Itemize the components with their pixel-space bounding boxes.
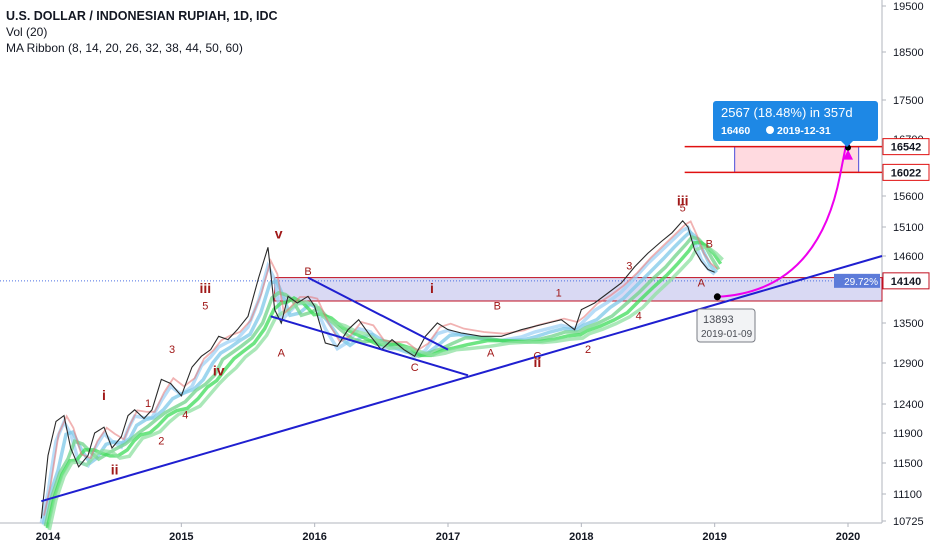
measure-tooltip-value: 16460 <box>721 125 750 137</box>
ma-ribbon-label: MA Ribbon (8, 14, 20, 26, 32, 38, 44, 50… <box>6 41 243 55</box>
elliott-wave-label: A <box>487 347 495 359</box>
elliott-wave-label: 4 <box>182 410 188 422</box>
ma-ribbon-line <box>47 245 724 531</box>
time-axis-label: 2018 <box>569 531 593 543</box>
band-percent-label: 29.72% <box>844 277 878 288</box>
elliott-wave-label: B <box>706 238 713 250</box>
time-axis-label: 2015 <box>169 531 193 543</box>
support-resistance-zone <box>274 277 883 302</box>
price-line <box>40 219 715 519</box>
price-axis-marker-label: 14140 <box>891 276 922 288</box>
volume-indicator-label: Vol (20) <box>6 25 48 39</box>
elliott-wave-label: ii <box>533 354 541 370</box>
ma-ribbon-line <box>41 229 718 525</box>
elliott-wave-label: 2 <box>585 344 591 356</box>
elliott-wave-label: 1 <box>556 287 562 299</box>
elliott-wave-label: 3 <box>626 261 632 273</box>
price-axis-label: 18500 <box>893 47 924 59</box>
ma-ribbon-line <box>45 240 723 529</box>
price-axis-label: 19500 <box>893 1 924 13</box>
elliott-wave-label: i <box>102 387 106 403</box>
elliott-wave-label: 1 <box>145 398 151 410</box>
elliott-wave-label: C <box>533 351 541 363</box>
price-axis-label: 11900 <box>893 428 923 440</box>
elliott-wave-label: i <box>430 280 434 296</box>
elliott-wave-label: 3 <box>169 344 175 356</box>
elliott-wave-label: 5 <box>202 301 208 313</box>
elliott-wave-label: ii <box>111 462 119 478</box>
price-axis-label: 11500 <box>893 458 923 470</box>
price-axis-label: 13500 <box>893 318 924 330</box>
start-tooltip-box <box>696 308 756 343</box>
elliott-wave-label: C <box>411 362 419 374</box>
price-axis-label: 17500 <box>893 95 924 107</box>
elliott-wave-label: 5 <box>680 203 686 215</box>
elliott-wave-label: iii <box>199 280 211 296</box>
projection-arrowhead <box>843 149 853 160</box>
elliott-wave-label: B <box>494 301 501 313</box>
elliott-wave-label: 4 <box>636 311 642 323</box>
elliott-wave-label: B <box>304 266 311 278</box>
chart-legend: U.S. DOLLAR / INDONESIAN RUPIAH, 1D, IDC… <box>6 8 278 56</box>
price-axis-label: 12900 <box>893 358 924 370</box>
time-axis-label: 2017 <box>436 531 460 543</box>
price-axis-marker-label: 16542 <box>891 142 922 154</box>
trend-line <box>270 315 469 377</box>
price-axis-label: 15100 <box>893 222 924 234</box>
target-zone <box>734 146 860 173</box>
start-tooltip-value: 13893 <box>703 314 734 326</box>
price-axis-label: 12400 <box>893 399 924 411</box>
elliott-wave-label: 2 <box>158 435 164 447</box>
start-tooltip-date: 2019-01-09 <box>701 329 753 340</box>
ma-ribbon-upper <box>43 220 718 516</box>
ma-ribbon-line <box>39 225 716 524</box>
band-percent-bg <box>834 273 880 288</box>
price-axis-label: 15600 <box>893 191 924 203</box>
price-axis-marker <box>882 272 930 290</box>
time-axis-label: 2019 <box>702 531 726 543</box>
elliott-wave-label: iii <box>677 192 689 208</box>
price-axis-label: 11100 <box>893 489 922 501</box>
time-axis-label: 2014 <box>36 531 61 543</box>
trend-line <box>41 255 883 503</box>
time-axis-label: 2020 <box>836 531 860 543</box>
price-axis-marker <box>882 163 930 181</box>
price-axis-label: 10725 <box>893 516 924 528</box>
elliott-wave-label: A <box>278 347 286 359</box>
measure-tooltip-box <box>713 101 878 141</box>
symbol-title: U.S. DOLLAR / INDONESIAN RUPIAH, 1D, IDC <box>6 9 278 23</box>
measure-tooltip-title: 2567 (18.48%) in 357d <box>721 105 853 120</box>
measure-tooltip-pointer <box>841 141 853 147</box>
start-point <box>713 293 721 301</box>
price-axis-marker-label: 16022 <box>891 167 922 179</box>
measure-tooltip-date: 2019-12-31 <box>777 125 831 137</box>
clock-icon <box>766 126 774 134</box>
elliott-wave-label: v <box>275 226 283 242</box>
price-axis-marker <box>882 138 930 156</box>
trend-line <box>307 276 449 351</box>
elliott-wave-label: iv <box>213 362 225 378</box>
price-axis-label: 14600 <box>893 251 924 263</box>
time-axis-label: 2016 <box>302 531 326 543</box>
elliott-wave-label: A <box>698 277 706 289</box>
